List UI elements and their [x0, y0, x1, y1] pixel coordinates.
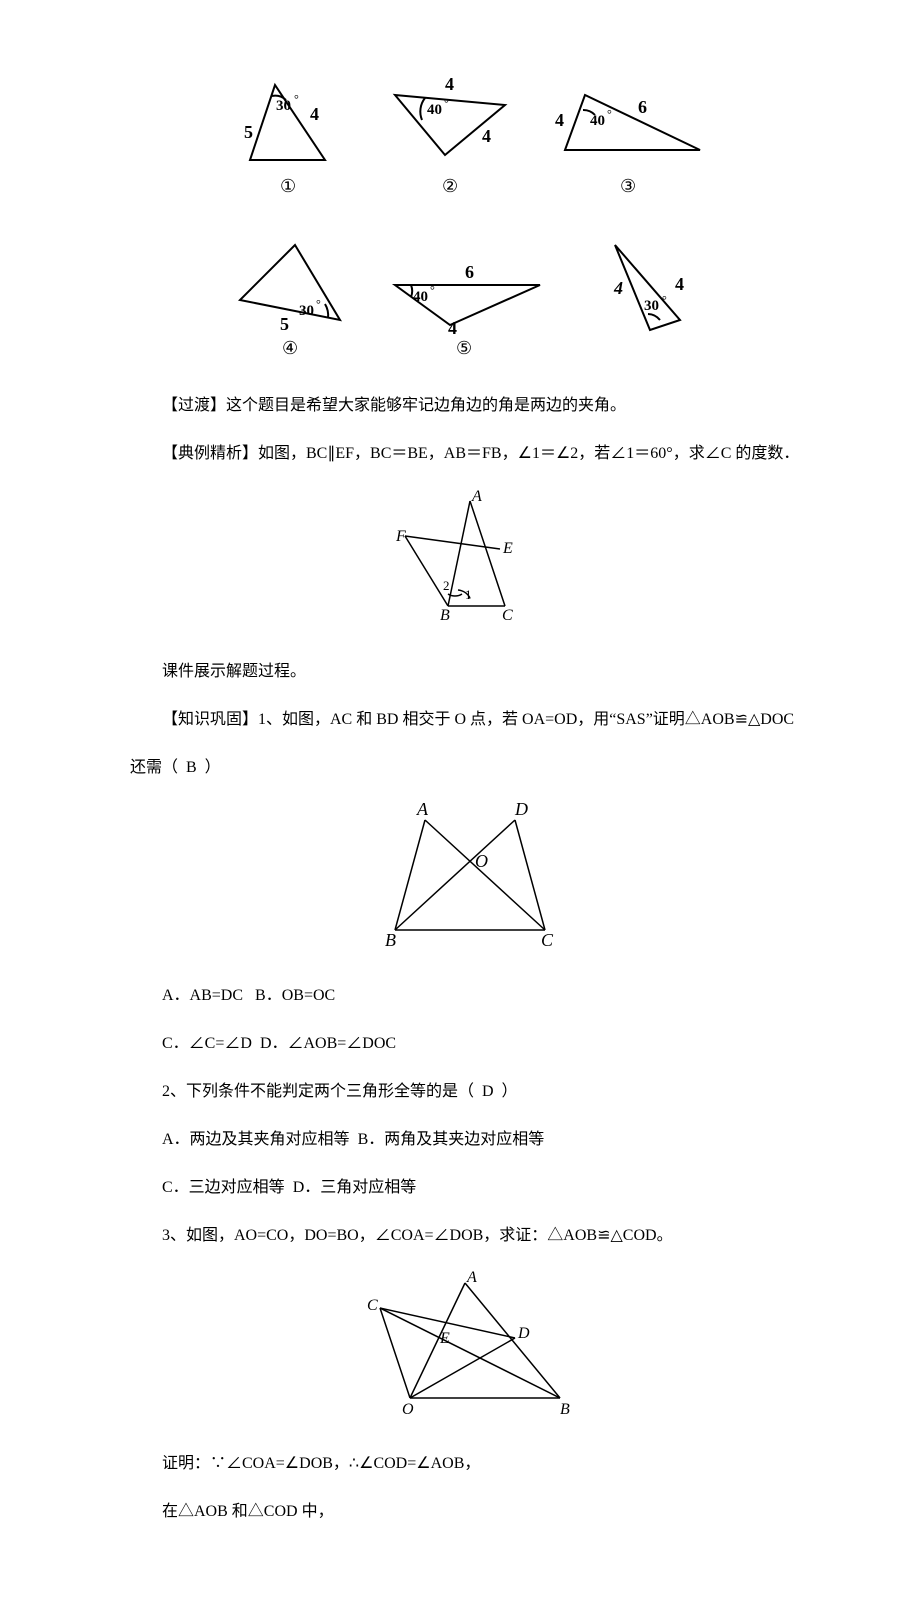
t4-side-bot: 5: [280, 314, 289, 334]
t3-side-left: 4: [555, 110, 564, 130]
lbl-A: A: [471, 488, 482, 505]
t6-side-left: 4: [613, 278, 623, 298]
t2-side-right: 4: [482, 126, 491, 146]
t6-side-right: 4: [675, 274, 684, 294]
figure-aob: A C E D O B: [130, 1268, 810, 1430]
t5-side-top: 6: [465, 262, 474, 282]
lbl-F: F: [395, 528, 406, 545]
lbl-O3: O: [402, 1401, 414, 1418]
t5-label: ⑤: [456, 338, 472, 358]
t2-label: ②: [442, 176, 458, 196]
t1-angle: 30: [276, 98, 291, 114]
t1-label: ①: [280, 176, 296, 196]
svg-text:°: °: [294, 92, 299, 106]
lbl-D3: D: [517, 1325, 530, 1342]
lbl-A2: A: [416, 800, 429, 819]
t4-angle: 30: [299, 303, 314, 319]
q2-optA: A．两边及其夹角对应相等: [162, 1131, 350, 1148]
lbl-O2: O: [475, 851, 488, 871]
lbl-C2: C: [541, 930, 554, 950]
q3-text: 3、如图，AO=CO，DO=BO，∠COA=∠DOB，求证：△AOB≌△COD。: [130, 1220, 810, 1252]
svg-text:°: °: [607, 107, 612, 121]
consolidate-intro: 【知识巩固】1、如图，AC 和 BD 相交于 O 点，若 OA=OD，用“SAS…: [130, 704, 810, 736]
q2-row2: C．三边对应相等 D．三角对应相等: [130, 1172, 810, 1204]
lbl-1: 1: [465, 587, 472, 602]
lbl-C3: C: [367, 1297, 378, 1314]
t3-side-top: 6: [638, 97, 647, 117]
example-intro: 【典例精析】如图，BC∥EF，BC＝BE，AB＝FB，∠1＝∠2，若∠1＝60°…: [130, 438, 810, 470]
figure-abdc: A D O B C: [130, 800, 810, 962]
lbl-A3: A: [466, 1269, 477, 1286]
lbl-B3: B: [560, 1401, 570, 1418]
figure-row-1: 30 ° 5 4 ① 40 ° 4 4 ② 40 ° 4 6 ③: [130, 70, 810, 212]
proof-line2: 在△AOB 和△COD 中，: [130, 1496, 810, 1528]
q2-optD: D．三角对应相等: [293, 1179, 417, 1196]
q2-optB: B．两角及其夹边对应相等: [358, 1131, 545, 1148]
q2-row1: A．两边及其夹角对应相等 B．两角及其夹边对应相等: [130, 1124, 810, 1156]
figure-row-2: 30 ° 5 ④ 40 ° 6 4 ⑤ 30 ° 4 4: [130, 230, 810, 372]
t6-angle: 30: [644, 298, 659, 314]
t4-label: ④: [282, 338, 298, 358]
q1-optC: C．∠C=∠D: [162, 1035, 252, 1052]
lbl-B: B: [440, 607, 450, 624]
courseware-text: 课件展示解题过程。: [130, 656, 810, 688]
t3-angle: 40: [590, 113, 605, 129]
t1-side-left: 5: [244, 122, 253, 142]
q2-optC: C．三边对应相等: [162, 1179, 285, 1196]
lbl-2: 2: [443, 578, 450, 593]
lbl-E: E: [502, 540, 513, 557]
lbl-C: C: [502, 607, 513, 624]
svg-text:°: °: [316, 297, 321, 311]
transition-para: 【过渡】这个题目是希望大家能够牢记边角边的角是两边的夹角。: [130, 390, 810, 422]
t5-angle: 40: [413, 289, 428, 305]
q1-optD: D．∠AOB=∠DOC: [260, 1035, 396, 1052]
t2-side-top: 4: [445, 74, 454, 94]
q1-row2: C．∠C=∠D D．∠AOB=∠DOC: [130, 1028, 810, 1060]
t5-side-bot: 4: [448, 318, 457, 338]
svg-text:°: °: [444, 96, 449, 110]
t3-label: ③: [620, 176, 636, 196]
lbl-E3: E: [439, 1330, 450, 1347]
q1-optA: A．AB=DC: [162, 987, 243, 1004]
lbl-B2: B: [385, 930, 396, 950]
t2-angle: 40: [427, 102, 442, 118]
proof-line1: 证明：∵∠COA=∠DOB，∴∠COD=∠AOB，: [130, 1448, 810, 1480]
q1-row1: A．AB=DC B．OB=OC: [130, 980, 810, 1012]
q1-optB: B．OB=OC: [255, 987, 335, 1004]
consolidate-tail: 还需（ B ）: [130, 752, 810, 784]
q2-text: 2、下列条件不能判定两个三角形全等的是（ D ）: [130, 1076, 810, 1108]
svg-text:°: °: [430, 283, 435, 297]
lbl-D2: D: [514, 800, 528, 819]
svg-text:°: °: [662, 293, 667, 307]
figure-abcfe: A F E B C 2 1: [130, 486, 810, 638]
t1-side-right: 4: [310, 104, 319, 124]
